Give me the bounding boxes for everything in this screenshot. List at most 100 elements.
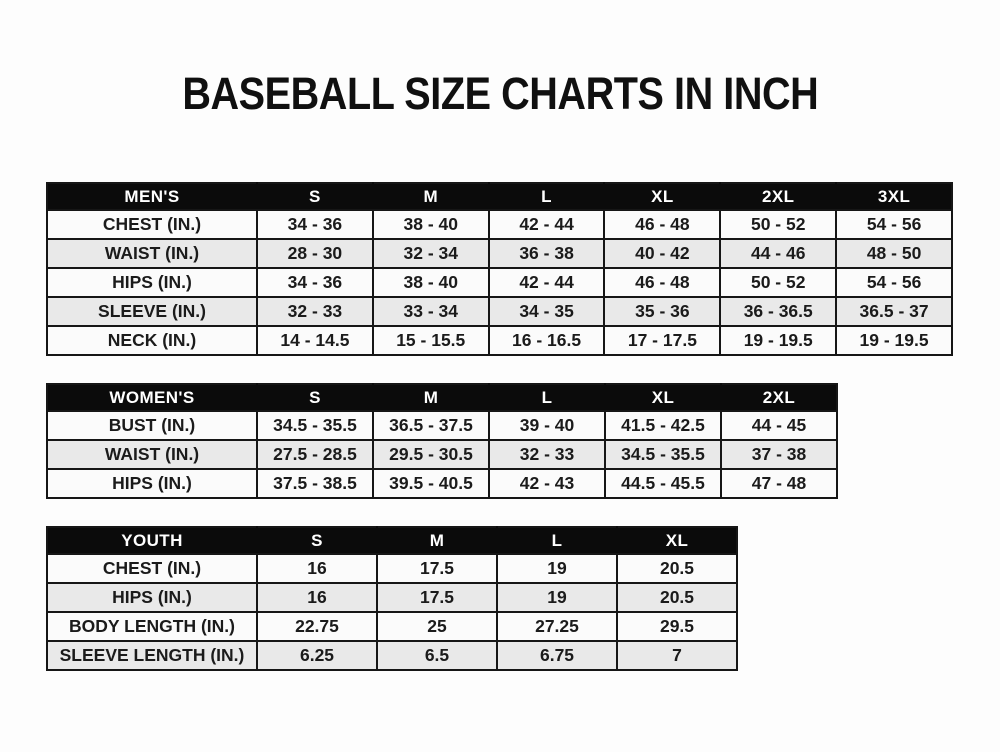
- size-value: 34.5 - 35.5: [256, 410, 374, 441]
- row-label: SLEEVE LENGTH (IN.): [46, 640, 258, 671]
- table-row: BUST (IN.) 34.5 - 35.5 36.5 - 37.5 39 - 40 4…: [46, 410, 838, 441]
- size-value: 35 - 36: [603, 296, 722, 327]
- size-value: 27.5 - 28.5: [256, 439, 374, 470]
- table-row: WAIST (IN.) 28 - 30 32 - 34 36 - 38 40 - 42 4…: [46, 238, 953, 269]
- size-value: 28 - 30: [256, 238, 374, 269]
- size-value: 47 - 48: [720, 468, 838, 499]
- table-title-cell-mens: MEN'S: [46, 182, 258, 211]
- column-header: S: [256, 182, 374, 211]
- table-row: SLEEVE LENGTH (IN.) 6.25 6.5 6.75 7: [46, 640, 738, 671]
- table-row: CHEST (IN.) 34 - 36 38 - 40 42 - 44 46 - 48 5…: [46, 209, 953, 240]
- size-value: 34 - 35: [487, 296, 606, 327]
- size-value: 6.75: [496, 640, 618, 671]
- size-value: 54 - 56: [835, 209, 953, 240]
- table-row: WAIST (IN.) 27.5 - 28.5 29.5 - 30.5 32 - 33…: [46, 439, 838, 470]
- size-value: 36 - 38: [487, 238, 606, 269]
- row-label: HIPS (IN.): [46, 267, 258, 298]
- column-header: M: [372, 383, 490, 412]
- size-table-womens: WOMEN'S S M L XL 2XL BUST (IN.) 34.5 - 35.5 36.5…: [46, 383, 838, 499]
- row-label: CHEST (IN.): [46, 209, 258, 240]
- size-value: 14 - 14.5: [256, 325, 374, 356]
- column-header: 2XL: [719, 182, 838, 211]
- header-row: WOMEN'S S M L XL 2XL: [46, 383, 838, 412]
- row-label: BUST (IN.): [46, 410, 258, 441]
- size-value: 20.5: [616, 582, 738, 613]
- table-title-cell-youth: YOUTH: [46, 526, 258, 555]
- size-value: 44 - 46: [719, 238, 838, 269]
- row-label: HIPS (IN.): [46, 468, 258, 499]
- size-value: 17 - 17.5: [603, 325, 722, 356]
- column-header: XL: [603, 182, 722, 211]
- size-value: 32 - 33: [256, 296, 374, 327]
- column-header: S: [256, 383, 374, 412]
- size-value: 17.5: [376, 582, 498, 613]
- column-header: 3XL: [835, 182, 953, 211]
- size-value: 32 - 34: [371, 238, 490, 269]
- size-value: 20.5: [616, 553, 738, 584]
- size-value: 29.5 - 30.5: [372, 439, 490, 470]
- row-label: BODY LENGTH (IN.): [46, 611, 258, 642]
- size-value: 37.5 - 38.5: [256, 468, 374, 499]
- table-row: BODY LENGTH (IN.) 22.75 25 27.25 29.5: [46, 611, 738, 642]
- size-value: 33 - 34: [371, 296, 490, 327]
- row-label: NECK (IN.): [46, 325, 258, 356]
- size-value: 34 - 36: [256, 267, 374, 298]
- size-value: 16 - 16.5: [487, 325, 606, 356]
- size-value: 41.5 - 42.5: [604, 410, 722, 441]
- size-value: 36.5 - 37: [835, 296, 953, 327]
- size-value: 39.5 - 40.5: [372, 468, 490, 499]
- tables-container: MEN'S S M L XL 2XL 3XL CHEST (IN.) 34 - 36 38 - 4…: [0, 182, 1000, 671]
- size-value: 6.5: [376, 640, 498, 671]
- column-header: L: [487, 182, 606, 211]
- size-value: 16: [256, 582, 378, 613]
- size-value: 50 - 52: [719, 267, 838, 298]
- table-row: CHEST (IN.) 16 17.5 19 20.5: [46, 553, 738, 584]
- size-value: 42 - 44: [487, 267, 606, 298]
- table-row: HIPS (IN.) 34 - 36 38 - 40 42 - 44 46 - 48 50…: [46, 267, 953, 298]
- size-value: 38 - 40: [371, 209, 490, 240]
- size-value: 39 - 40: [488, 410, 606, 441]
- size-value: 48 - 50: [835, 238, 953, 269]
- size-value: 42 - 44: [487, 209, 606, 240]
- size-value: 36.5 - 37.5: [372, 410, 490, 441]
- size-value: 32 - 33: [488, 439, 606, 470]
- size-value: 15 - 15.5: [371, 325, 490, 356]
- size-value: 16: [256, 553, 378, 584]
- column-header: S: [256, 526, 378, 555]
- size-value: 19: [496, 582, 618, 613]
- size-value: 22.75: [256, 611, 378, 642]
- row-label: SLEEVE (IN.): [46, 296, 258, 327]
- size-value: 34.5 - 35.5: [604, 439, 722, 470]
- column-header: XL: [604, 383, 722, 412]
- size-value: 38 - 40: [371, 267, 490, 298]
- table-title-cell-womens: WOMEN'S: [46, 383, 258, 412]
- size-value: 34 - 36: [256, 209, 374, 240]
- size-value: 19: [496, 553, 618, 584]
- size-value: 29.5: [616, 611, 738, 642]
- row-label: WAIST (IN.): [46, 439, 258, 470]
- size-value: 6.25: [256, 640, 378, 671]
- table-row: HIPS (IN.) 16 17.5 19 20.5: [46, 582, 738, 613]
- column-header: L: [488, 383, 606, 412]
- page-title-text: BASEBALL SIZE CHARTS IN INCH: [182, 68, 818, 119]
- table-row: HIPS (IN.) 37.5 - 38.5 39.5 - 40.5 42 - 43 4…: [46, 468, 838, 499]
- page-title: BASEBALL SIZE CHARTS IN INCH: [0, 70, 1000, 118]
- column-header: XL: [616, 526, 738, 555]
- size-value: 19 - 19.5: [719, 325, 838, 356]
- size-value: 46 - 48: [603, 267, 722, 298]
- row-label: WAIST (IN.): [46, 238, 258, 269]
- column-header: 2XL: [720, 383, 838, 412]
- size-value: 44.5 - 45.5: [604, 468, 722, 499]
- size-value: 37 - 38: [720, 439, 838, 470]
- table-row: NECK (IN.) 14 - 14.5 15 - 15.5 16 - 16.5 17 …: [46, 325, 953, 356]
- size-value: 36 - 36.5: [719, 296, 838, 327]
- size-value: 27.25: [496, 611, 618, 642]
- size-value: 7: [616, 640, 738, 671]
- row-label: CHEST (IN.): [46, 553, 258, 584]
- table-row: SLEEVE (IN.) 32 - 33 33 - 34 34 - 35 35 - 36…: [46, 296, 953, 327]
- size-value: 42 - 43: [488, 468, 606, 499]
- size-table-mens: MEN'S S M L XL 2XL 3XL CHEST (IN.) 34 - 36 38 - 4…: [46, 182, 953, 356]
- size-value: 25: [376, 611, 498, 642]
- column-header: L: [496, 526, 618, 555]
